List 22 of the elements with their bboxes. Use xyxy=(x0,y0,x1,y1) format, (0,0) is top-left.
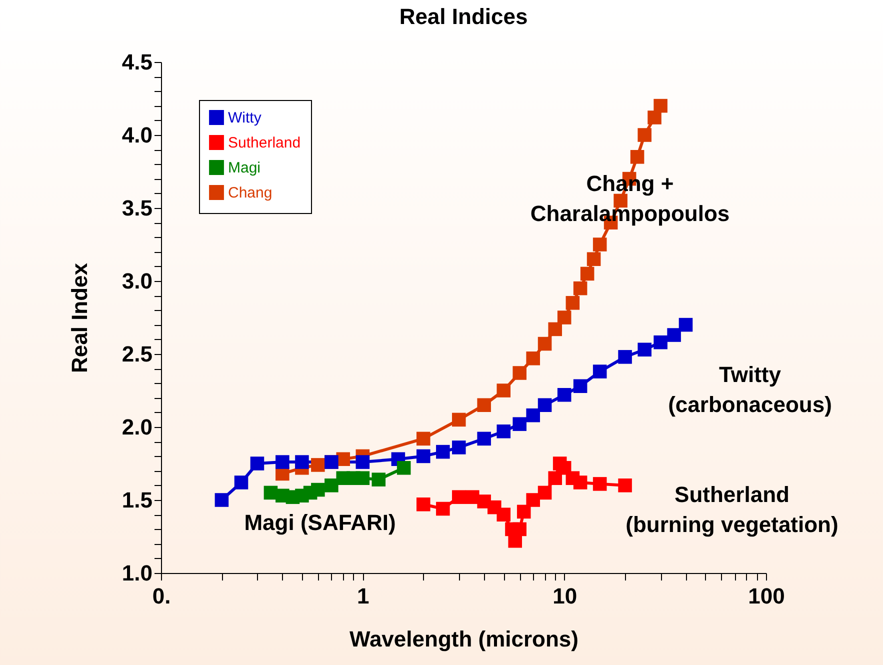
legend-label: Sutherland xyxy=(228,134,301,152)
y-tick-label: 1.0 xyxy=(122,560,152,586)
x-tick-label: 1 xyxy=(357,584,370,608)
legend-label: Witty xyxy=(228,110,262,126)
annotation: Magi (SAFARI) xyxy=(244,510,396,535)
y-tick-label: 2.5 xyxy=(122,342,152,366)
chart-title: Real Indices xyxy=(399,4,528,29)
y-tick-label: 3.0 xyxy=(122,268,152,294)
x-tick-label: 0. xyxy=(152,584,171,608)
x-tick-label: 100 xyxy=(748,584,785,608)
legend-label: Magi xyxy=(228,160,261,176)
y-tick-label: 2.0 xyxy=(122,414,152,440)
y-tick-label: 4.0 xyxy=(122,122,152,148)
y-tick-label: 1.5 xyxy=(122,488,152,512)
y-axis-title: Real Index xyxy=(66,262,92,374)
annotation: Twitty (carbonaceous) xyxy=(668,362,832,417)
annotation: Sutherland (burning vegetation) xyxy=(626,482,838,537)
x-axis-title: Wavelength (microns) xyxy=(350,626,578,652)
legend-label: Chang xyxy=(228,184,272,202)
y-tick-label: 3.5 xyxy=(122,196,152,220)
x-tick-label: 10 xyxy=(552,584,578,608)
y-tick-label: 4.5 xyxy=(122,50,152,74)
